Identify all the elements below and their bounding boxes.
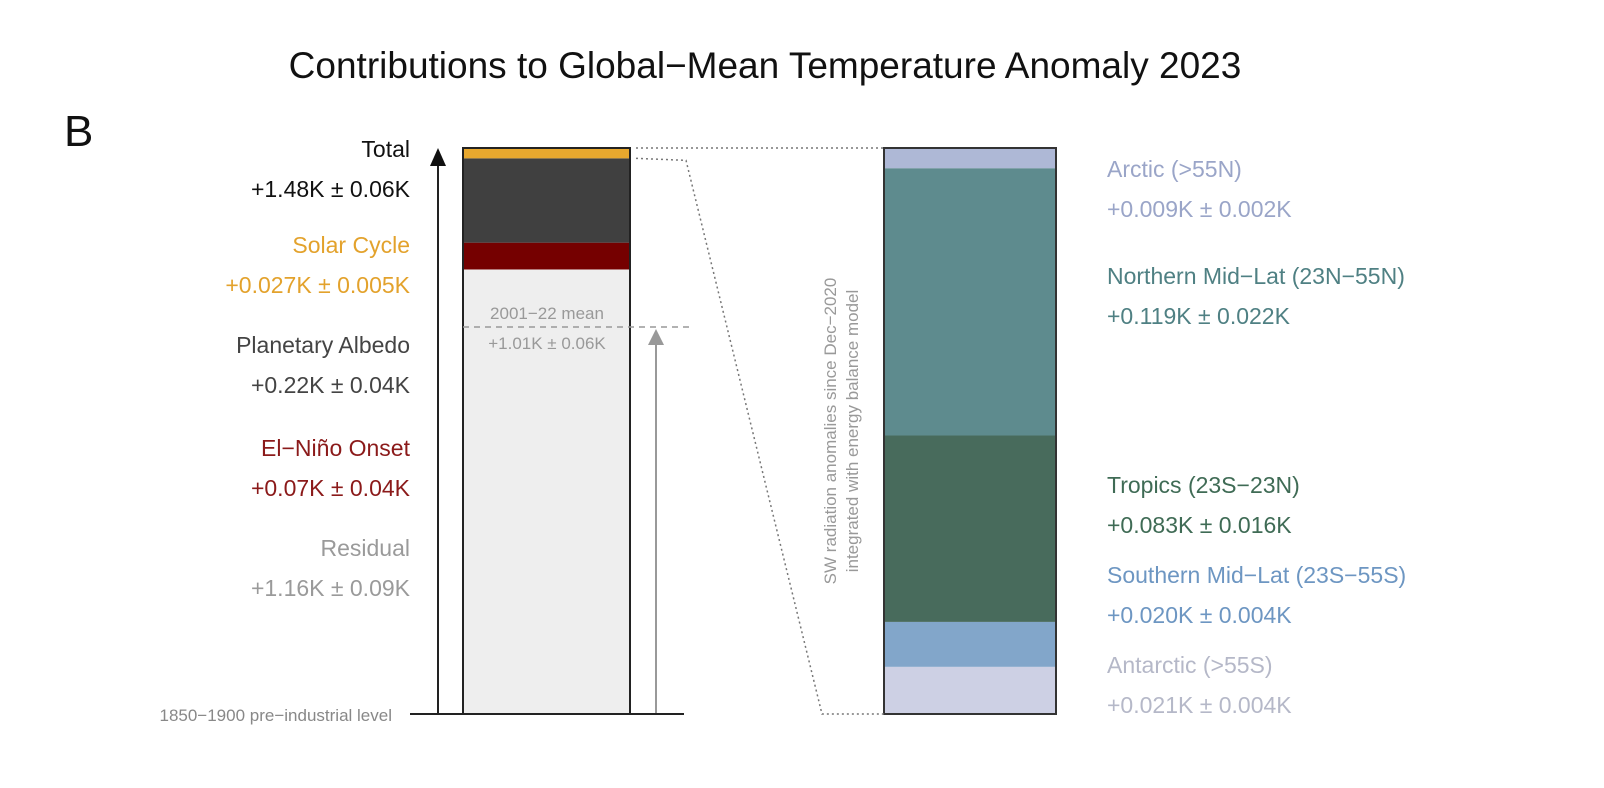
right-axis-label-line1: SW radiation anomalies since Dec−2020 [821, 278, 840, 585]
mean-label-line1: 2001−22 mean [490, 304, 604, 323]
left-label-value: +0.027K ± 0.005K [225, 272, 410, 298]
left-bar-segment [463, 158, 630, 243]
right-bar-segment [884, 148, 1056, 169]
right-bar-segment [884, 435, 1056, 622]
right-label-name: Northern Mid−Lat (23N−55N) [1107, 263, 1405, 289]
right-bar-segment [884, 168, 1056, 436]
left-label-name: Solar Cycle [292, 232, 410, 258]
chart-title: Contributions to Global−Mean Temperature… [289, 45, 1242, 86]
right-label-value: +0.119K ± 0.022K [1107, 303, 1291, 329]
right-bar-outline [883, 147, 1057, 715]
right-label-value: +0.020K ± 0.004K [1107, 602, 1292, 628]
left-bar-segment [463, 242, 630, 270]
right-bar-segment [884, 666, 1056, 714]
left-label-value: +0.07K ± 0.04K [251, 475, 411, 501]
right-bar-segment [884, 621, 1056, 667]
mean-label-line2: +1.01K ± 0.06K [488, 334, 606, 353]
left-label-value: +1.48K ± 0.06K [251, 176, 411, 202]
left-label-value: +0.22K ± 0.04K [251, 372, 411, 398]
left-label-value: +1.16K ± 0.09K [251, 575, 411, 601]
left-label-name: Total [361, 136, 410, 162]
left-bar-segment [463, 148, 630, 159]
left-label-name: Residual [321, 535, 411, 561]
right-label-name: Arctic (>55N) [1107, 156, 1242, 182]
right-label-name: Tropics (23S−23N) [1107, 472, 1300, 498]
right-label-value: +0.083K ± 0.016K [1107, 512, 1292, 538]
right-axis-label-line2: integrated with energy balance model [843, 290, 862, 573]
left-label-name: Planetary Albedo [236, 332, 410, 358]
left-label-name: El−Niño Onset [261, 435, 411, 461]
baseline-label: 1850−1900 pre−industrial level [159, 706, 392, 725]
left-bar-segment [463, 269, 630, 714]
right-label-name: Southern Mid−Lat (23S−55S) [1107, 562, 1406, 588]
connector-bottom [635, 157, 884, 715]
right-label-value: +0.009K ± 0.002K [1107, 196, 1292, 222]
right-label-name: Antarctic (>55S) [1107, 652, 1273, 678]
mean-arrow-head [648, 328, 664, 345]
panel-label: B [64, 107, 93, 156]
right-label-value: +0.021K ± 0.004K [1107, 692, 1292, 718]
total-arrow-head [430, 148, 446, 166]
